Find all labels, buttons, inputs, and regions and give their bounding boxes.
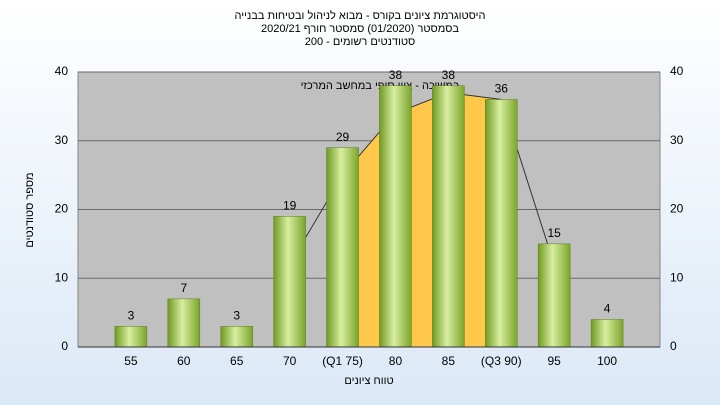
bar <box>537 243 571 348</box>
y-axis-label: מספר סטודנטים <box>24 172 36 247</box>
x-axis-label: טווח ציונים <box>344 375 393 387</box>
y-tick-label: 30 <box>55 133 69 147</box>
bar <box>273 216 306 348</box>
chart-title: היסטוגרמת ציונים בקורס - מבוא לניהול ובט… <box>235 9 486 22</box>
y2-tick-label: 10 <box>670 270 684 284</box>
y-tick-label: 20 <box>55 202 69 216</box>
x-tick-label: (Q3 90) <box>481 354 522 368</box>
data-label: 4 <box>604 302 611 316</box>
data-label: 19 <box>283 199 297 213</box>
y2-tick-label: 0 <box>670 339 677 353</box>
x-tick-label: (Q1 75) <box>322 354 363 368</box>
bar <box>167 298 201 348</box>
data-label: 15 <box>548 226 562 240</box>
bar <box>379 85 412 348</box>
y2-tick-label: 20 <box>670 202 684 216</box>
data-label: 29 <box>336 130 350 144</box>
data-label: 7 <box>180 281 187 295</box>
bar <box>114 326 148 348</box>
x-tick-label: 100 <box>597 354 617 368</box>
bar <box>432 85 465 348</box>
bar <box>590 319 624 348</box>
data-label: 3 <box>128 309 135 323</box>
data-label: 36 <box>495 82 509 96</box>
y2-tick-label: 30 <box>670 133 684 147</box>
bar <box>220 326 253 348</box>
subtitle: בסמסטר (01/2020) סמסטר חורף 2020/21 <box>261 23 459 35</box>
x-tick-label: 60 <box>177 354 191 368</box>
data-label: 38 <box>442 68 456 82</box>
x-tick-label: 70 <box>283 354 297 368</box>
y2-tick-label: 40 <box>670 64 684 78</box>
y-tick-label: 40 <box>55 64 69 78</box>
y-tick-label: 10 <box>55 270 69 284</box>
data-label: 38 <box>389 68 403 82</box>
data-label: 3 <box>233 309 240 323</box>
x-tick-label: 55 <box>124 354 138 368</box>
subtitle: סטודנטים רשומים - 200 <box>305 36 416 48</box>
x-tick-label: 80 <box>389 354 403 368</box>
bar <box>326 147 359 348</box>
x-tick-label: 95 <box>548 354 562 368</box>
y-tick-label: 0 <box>61 339 68 353</box>
bar <box>485 99 518 348</box>
x-tick-label: 65 <box>230 354 244 368</box>
x-tick-label: 85 <box>442 354 456 368</box>
